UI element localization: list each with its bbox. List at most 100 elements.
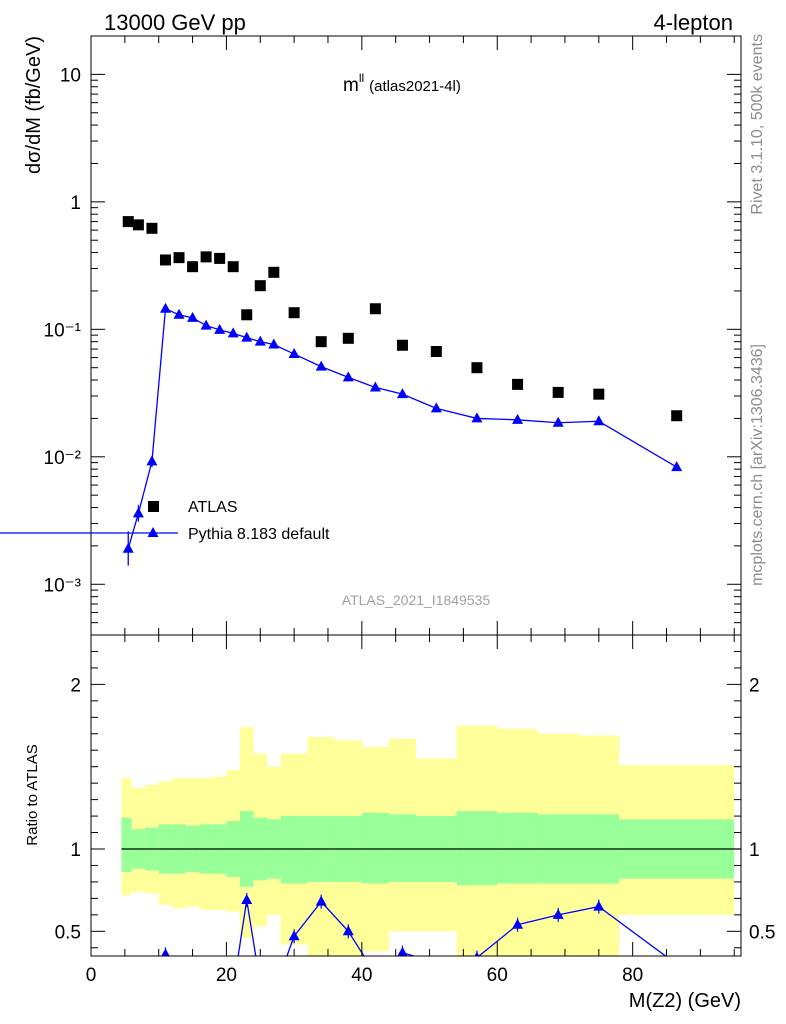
uncertainty-bands xyxy=(121,725,735,956)
x-tick-label: 0 xyxy=(86,965,97,986)
legend-pythia-label: Pythia 8.183 default xyxy=(188,526,330,543)
pythia-point xyxy=(430,402,442,413)
atlas-data-point xyxy=(396,339,408,351)
ratio-y-tick-label-right: 2 xyxy=(749,675,760,696)
pythia-point xyxy=(254,335,266,346)
x-tick-label: 40 xyxy=(351,965,372,986)
ratio-point xyxy=(174,978,185,988)
x-tick-label: 60 xyxy=(487,965,508,986)
pythia-point xyxy=(122,542,134,553)
ratio-point xyxy=(474,951,480,956)
ratio-point xyxy=(593,900,605,911)
pythia-point xyxy=(173,308,185,319)
pythia-point xyxy=(227,327,239,338)
ratio-panel xyxy=(121,725,741,1017)
legend: ATLAS Pythia 8.183 default xyxy=(0,499,330,543)
observable-symbol: m xyxy=(343,75,359,96)
legend-atlas-marker xyxy=(148,501,159,512)
ratio-frame xyxy=(90,634,742,957)
atlas-data-point xyxy=(552,386,564,398)
atlas-data-point xyxy=(254,280,266,292)
ratio-point xyxy=(187,975,198,985)
pythia-point xyxy=(268,338,280,349)
ratio-y-tick-label: 0.5 xyxy=(55,922,81,943)
main-panel xyxy=(122,216,683,566)
atlas-data-point xyxy=(369,303,381,315)
ratio-point xyxy=(201,983,212,993)
atlas-data-point xyxy=(315,336,327,348)
mcplots-source-label: mcplots.cern.ch [arXiv:1306.3436] xyxy=(749,344,766,586)
atlas-data-point xyxy=(512,378,524,390)
x-tick-label: 20 xyxy=(216,965,237,986)
ratio-point xyxy=(315,895,327,906)
pythia-point xyxy=(187,311,199,322)
x-tick-label: 80 xyxy=(622,965,643,986)
atlas-data-point xyxy=(471,362,483,374)
ratio-point xyxy=(255,978,266,988)
pythia-point xyxy=(342,371,354,382)
ratio-point xyxy=(268,986,279,996)
ratio-point xyxy=(431,957,442,967)
inner-band-bin xyxy=(121,817,132,873)
main-y-tick-label: 10⁻³ xyxy=(44,575,82,596)
atlas-data-point xyxy=(430,345,442,357)
atlas-data-point xyxy=(268,266,280,278)
main-axes: 10 1 10⁻¹ 10⁻² 10⁻³ xyxy=(44,35,741,636)
atlas-data-point xyxy=(593,388,605,400)
pythia-point xyxy=(288,348,300,359)
pythia-point xyxy=(200,319,212,330)
pythia-point xyxy=(132,507,144,518)
pythia-point xyxy=(241,331,253,342)
legend-pythia-marker xyxy=(147,527,159,537)
pythia-point xyxy=(146,455,158,466)
ratio-point xyxy=(146,1005,157,1015)
main-ylabel: dσ/dM (fb/GeV) xyxy=(23,36,45,174)
ratio-y-tick-label-right: 0.5 xyxy=(749,922,775,943)
pythia-point xyxy=(315,360,327,371)
atlas-data-point xyxy=(671,410,683,422)
atlas-data-point xyxy=(342,332,354,344)
ratio-point xyxy=(512,918,524,929)
pythia-point xyxy=(552,416,564,427)
observable-label: mll (atlas2021-4l) xyxy=(343,71,461,96)
ratio-point xyxy=(552,908,564,919)
beam-label: 13000 GeV pp xyxy=(104,10,246,35)
analysis-id-label: ATLAS_2021_I1849535 xyxy=(342,592,491,608)
pythia-point xyxy=(369,381,381,392)
ratio-point xyxy=(161,948,170,956)
atlas-data-point xyxy=(288,307,300,319)
observable-subscript: (atlas2021-4l) xyxy=(369,78,461,95)
main-y-tick-label: 1 xyxy=(70,193,81,214)
ratio-series-line xyxy=(164,899,667,956)
atlas-data-point xyxy=(146,222,158,234)
inner-band-bin xyxy=(388,814,416,882)
rivet-version-label: Rivet 3.1.10, 500k events xyxy=(749,34,766,215)
process-label: 4-lepton xyxy=(653,10,733,35)
ratio-y-tick-label-right: 1 xyxy=(749,840,760,861)
observable-superscript: ll xyxy=(359,71,364,85)
atlas-data-point xyxy=(173,252,185,264)
atlas-data-point xyxy=(241,309,253,321)
ratio-point xyxy=(397,946,408,956)
ratio-point xyxy=(241,894,253,905)
ratio-y-tick-label: 2 xyxy=(70,675,81,696)
ratio-point xyxy=(342,925,354,936)
atlas-data-point xyxy=(132,219,144,231)
atlas-data-point xyxy=(227,261,239,273)
pythia-point xyxy=(471,412,483,423)
main-y-tick-label: 10⁻² xyxy=(44,448,82,469)
atlas-data-point xyxy=(159,254,171,266)
atlas-data-point xyxy=(214,252,226,264)
inner-band-bin xyxy=(361,812,389,884)
ratio-point xyxy=(123,1007,134,1017)
pythia-point xyxy=(512,413,524,424)
inner-band-bin xyxy=(280,816,308,884)
pythia-point xyxy=(159,302,171,313)
ratio-point xyxy=(288,930,300,941)
atlas-data-point xyxy=(122,216,134,228)
atlas-data-point xyxy=(200,251,212,263)
pythia-point xyxy=(593,415,605,426)
ratio-point xyxy=(671,958,682,968)
ratio-y-tick-label: 1 xyxy=(70,840,81,861)
ratio-series xyxy=(123,893,682,1017)
